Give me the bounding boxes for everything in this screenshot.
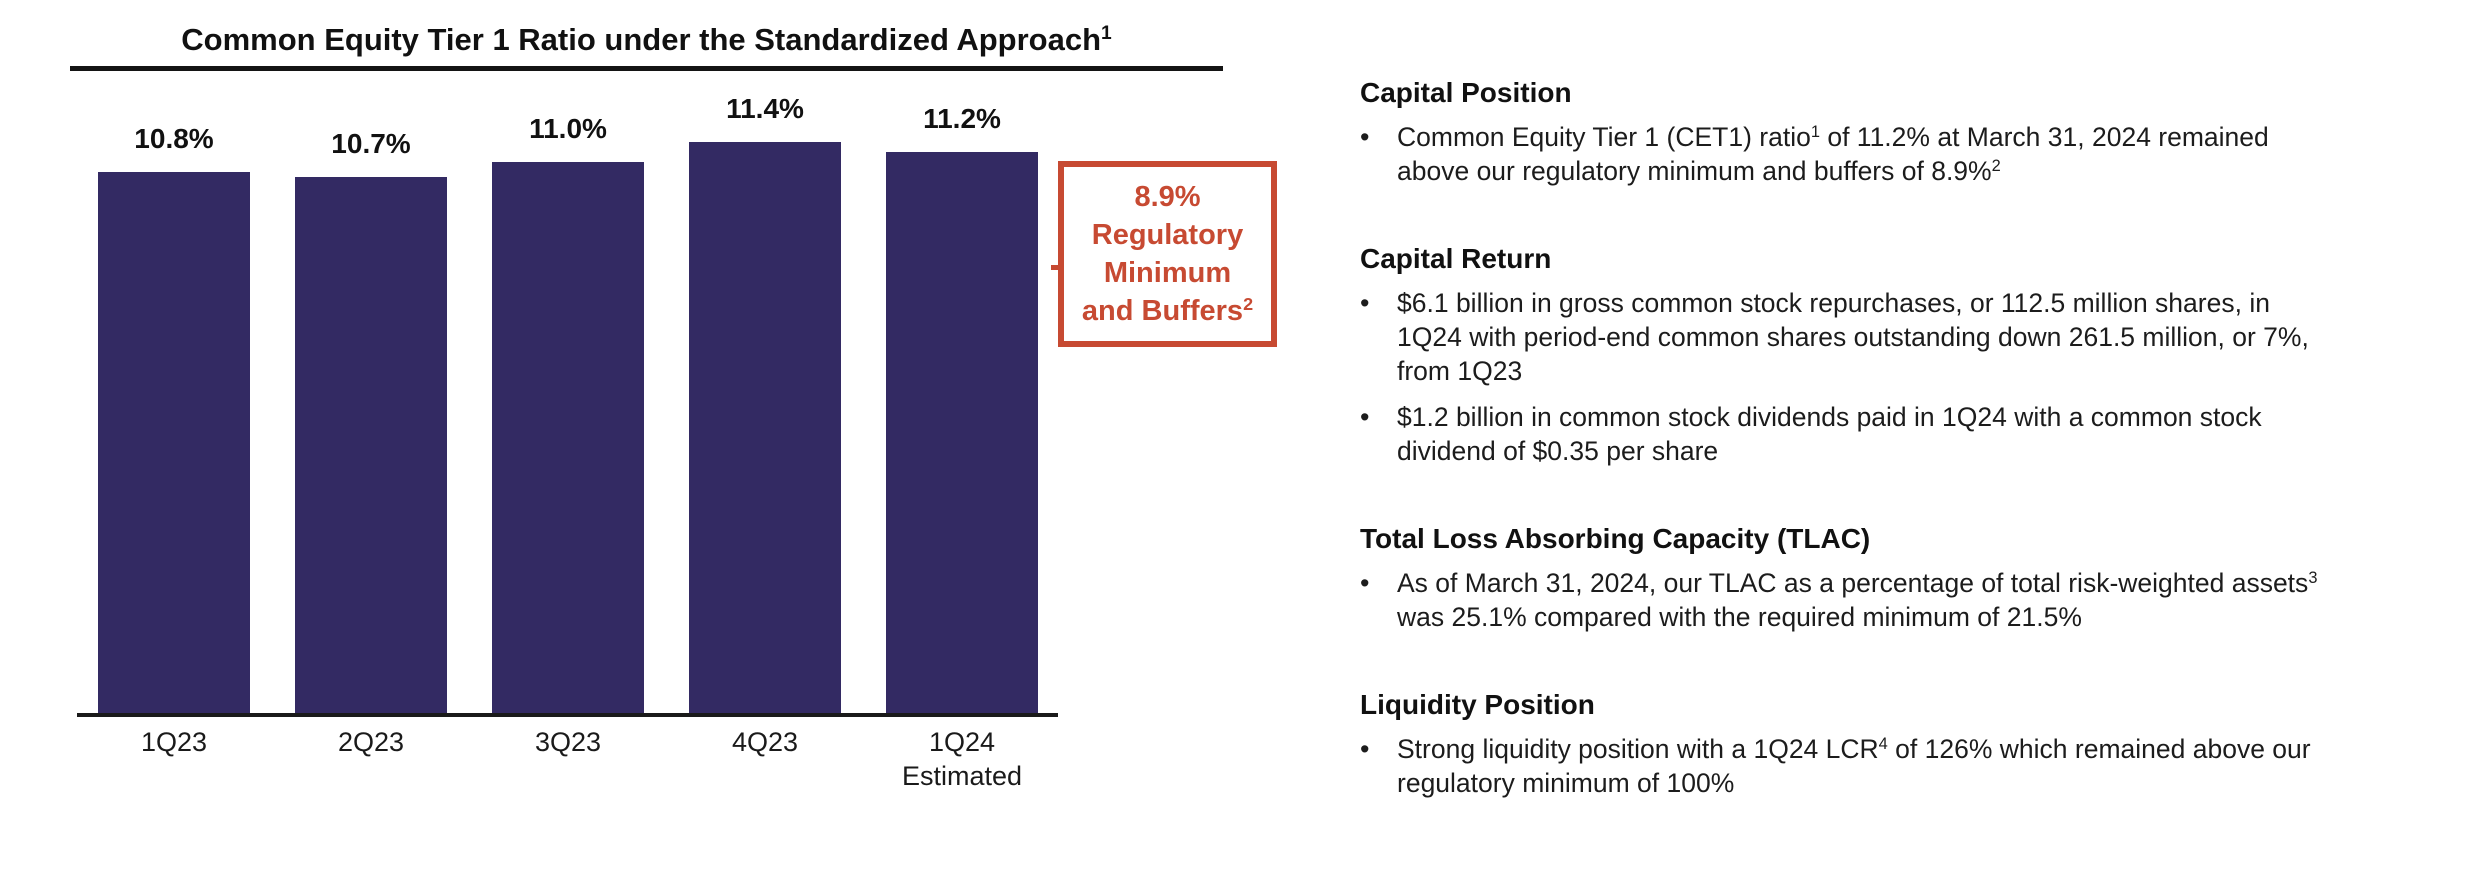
section-heading: Capital Return — [1360, 243, 1552, 274]
bullet-text: $1.2 billion in common stock dividends p… — [1397, 402, 2262, 466]
bar-value-label: 11.0% — [529, 113, 607, 144]
bar-value-label: 11.2% — [923, 103, 1001, 134]
bullet-list: Strong liquidity position with a 1Q24 LC… — [1360, 732, 2408, 800]
bullet-list: Common Equity Tier 1 (CET1) ratio1 of 11… — [1360, 120, 2408, 188]
regulatory-minimum-label: 8.9% Regulatory Minimum and Buffers2 — [1081, 181, 1254, 327]
list-item: As of March 31, 2024, our TLAC as a perc… — [1360, 566, 2408, 634]
chart-plot: 8.9% Regulatory Minimum and Buffers2 10.8% … — [77, 93, 1277, 791]
bar — [295, 177, 447, 713]
note-section: Capital Position Common Equity Tier 1 (C… — [1360, 76, 2408, 188]
x-axis-line — [77, 713, 1058, 717]
category-label: 2Q23 — [337, 727, 405, 757]
section-heading: Liquidity Position — [1360, 689, 1595, 720]
bullet-text: Common Equity Tier 1 (CET1) ratio1 of 11… — [1397, 122, 2269, 186]
note-section: Liquidity Position Strong liquidity posi… — [1360, 688, 2408, 800]
regulatory-minimum-callout: 8.9% Regulatory Minimum and Buffers2 — [1058, 161, 1277, 347]
list-item: Common Equity Tier 1 (CET1) ratio1 of 11… — [1360, 120, 2408, 188]
note-section: Capital Return $6.1 billion in gross com… — [1360, 242, 2408, 468]
bar-value-label: 11.4% — [726, 93, 804, 124]
bullet-text: As of March 31, 2024, our TLAC as a perc… — [1397, 568, 2318, 632]
bullet-list: As of March 31, 2024, our TLAC as a perc… — [1360, 566, 2408, 634]
bullet-text: Strong liquidity position with a 1Q24 LC… — [1397, 734, 2311, 798]
list-item: $1.2 billion in common stock dividends p… — [1360, 400, 2408, 468]
bullet-text: $6.1 billion in gross common stock repur… — [1397, 288, 2309, 386]
section-heading: Capital Position — [1360, 77, 1572, 108]
bar — [492, 162, 644, 713]
category-label: 3Q23 — [534, 727, 602, 757]
title-underline — [70, 66, 1223, 71]
section-heading: Total Loss Absorbing Capacity (TLAC) — [1360, 523, 1871, 554]
bar-value-label: 10.7% — [331, 128, 411, 159]
bullet-list: $6.1 billion in gross common stock repur… — [1360, 286, 2408, 468]
category-label: 4Q23 — [731, 727, 799, 757]
bar-value-label: 10.8% — [134, 123, 214, 154]
note-section: Total Loss Absorbing Capacity (TLAC) As … — [1360, 522, 2408, 634]
list-item: Strong liquidity position with a 1Q24 LC… — [1360, 732, 2408, 800]
chart-title: Common Equity Tier 1 Ratio under the Sta… — [181, 22, 1112, 57]
list-item: $6.1 billion in gross common stock repur… — [1360, 286, 2408, 388]
category-label: 1Q24 Estimated — [901, 727, 1023, 791]
notes-column: Capital Position Common Equity Tier 1 (C… — [1360, 76, 2408, 854]
bar — [689, 142, 841, 713]
bar — [886, 152, 1038, 713]
category-label: 1Q23 — [140, 727, 208, 757]
bar — [98, 172, 250, 713]
